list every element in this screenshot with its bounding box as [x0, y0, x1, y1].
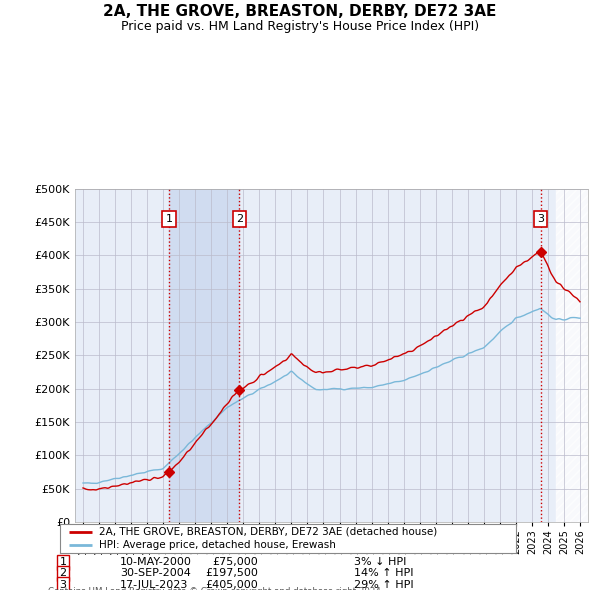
Text: 29% ↑ HPI: 29% ↑ HPI — [354, 580, 413, 589]
Text: £197,500: £197,500 — [205, 569, 258, 578]
Text: 2: 2 — [59, 569, 67, 578]
Text: 2: 2 — [236, 214, 243, 224]
Text: 2A, THE GROVE, BREASTON, DERBY, DE72 3AE: 2A, THE GROVE, BREASTON, DERBY, DE72 3AE — [103, 4, 497, 19]
Text: 1: 1 — [166, 214, 172, 224]
Bar — [169, 189, 239, 522]
Bar — [556, 189, 588, 522]
Text: Contains HM Land Registry data © Crown copyright and database right 2024.: Contains HM Land Registry data © Crown c… — [48, 587, 383, 590]
Text: 1: 1 — [59, 558, 67, 567]
Text: 2A, THE GROVE, BREASTON, DERBY, DE72 3AE (detached house): 2A, THE GROVE, BREASTON, DERBY, DE72 3AE… — [99, 527, 437, 537]
Text: £75,000: £75,000 — [212, 558, 258, 567]
Text: 30-SEP-2004: 30-SEP-2004 — [120, 569, 191, 578]
Text: Price paid vs. HM Land Registry's House Price Index (HPI): Price paid vs. HM Land Registry's House … — [121, 20, 479, 33]
Text: HPI: Average price, detached house, Erewash: HPI: Average price, detached house, Erew… — [99, 540, 335, 550]
Text: 10-MAY-2000: 10-MAY-2000 — [120, 558, 192, 567]
Text: 3: 3 — [537, 214, 544, 224]
Text: 3: 3 — [59, 580, 67, 589]
Text: 14% ↑ HPI: 14% ↑ HPI — [354, 569, 413, 578]
Text: 17-JUL-2023: 17-JUL-2023 — [120, 580, 188, 589]
Text: £405,000: £405,000 — [205, 580, 258, 589]
Text: 3% ↓ HPI: 3% ↓ HPI — [354, 558, 406, 567]
